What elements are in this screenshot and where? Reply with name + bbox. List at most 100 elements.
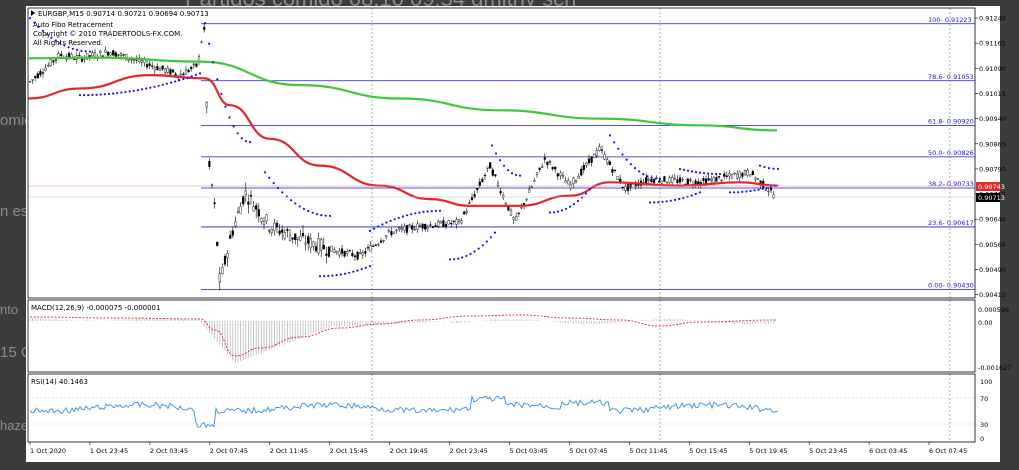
candle-body [652, 179, 656, 184]
sar-dot [690, 170, 694, 173]
sar-dot [141, 88, 144, 91]
candle-body [242, 195, 245, 205]
sar-dot [718, 172, 722, 176]
symbol-arrow-icon [31, 10, 35, 16]
sar-dot [673, 198, 677, 201]
sar-dot [698, 191, 702, 194]
sar-dot [169, 81, 173, 84]
sar-dot [91, 93, 94, 96]
candle-body [255, 205, 258, 210]
sar-dot [572, 203, 576, 206]
candle-body [372, 245, 375, 247]
candle-body [613, 169, 617, 171]
candle-body [340, 248, 344, 254]
sar-dot [556, 210, 560, 213]
sar-dot [232, 125, 235, 128]
price-tick: 0.91165 [979, 40, 1006, 48]
time-tick: 2 Oct 03:45 [150, 447, 188, 455]
chart-window[interactable] [26, 6, 1000, 462]
sar-dot [368, 229, 372, 232]
candle-body [520, 207, 523, 209]
candle-body [512, 217, 515, 220]
candle-body [736, 173, 739, 179]
sar-dot [112, 92, 115, 95]
candle-body [226, 253, 229, 259]
candle-body [268, 230, 271, 232]
sar-dot [658, 177, 662, 181]
candle-body [668, 177, 671, 183]
candle-body [273, 222, 276, 231]
candle-body [439, 221, 442, 224]
candle-body [52, 60, 55, 63]
sar-dot [132, 89, 135, 92]
candle-body [481, 178, 484, 183]
sar-dot [397, 216, 400, 219]
candle-body [104, 49, 107, 53]
sar-dot [46, 33, 49, 36]
candle-body [702, 177, 705, 181]
candle-body [730, 174, 734, 179]
candle-body [437, 220, 440, 227]
sar-dot [548, 211, 552, 214]
candle-body [530, 186, 533, 188]
candle-body [598, 146, 601, 151]
slow-moving-average [27, 56, 778, 132]
rsi-tick: 100 [980, 378, 992, 386]
candle-body [756, 178, 760, 180]
sar-dot [136, 89, 139, 92]
candle-body [356, 252, 359, 260]
time-tick: 6 Oct 07:45 [929, 447, 967, 455]
rsi-tick: 0 [980, 435, 984, 443]
time-tick: 5 Oct 07:45 [569, 447, 607, 455]
sar-dot [178, 79, 181, 82]
sar-dot [654, 177, 657, 180]
time-tick: 1 Oct 2020 [30, 447, 66, 455]
candle-body [122, 54, 125, 56]
time-tick: 1 Oct 23:45 [90, 447, 128, 455]
fibo-level-label: 100- 0.91223 [928, 16, 972, 24]
sar-dot [149, 86, 152, 89]
candle-body [210, 184, 214, 186]
candle-body [119, 53, 123, 56]
candle-body [179, 74, 182, 76]
sar-dot [194, 73, 197, 76]
fast-moving-average [27, 73, 779, 207]
sar-dot [749, 189, 752, 193]
sar-dot [506, 169, 510, 172]
sar-dot [328, 214, 332, 217]
sar-dot [769, 185, 773, 188]
candle-body [408, 224, 411, 226]
candle-body [28, 81, 32, 83]
candle-body [450, 223, 453, 225]
sar-dot [41, 29, 45, 32]
candle-body [216, 241, 219, 246]
candle-body [322, 245, 325, 250]
candle-body [164, 68, 167, 73]
candle-body [489, 162, 492, 169]
sar-dot [686, 169, 690, 172]
sar-dot [356, 269, 359, 272]
candle-body [195, 63, 198, 67]
candle-body [299, 236, 302, 241]
candle-body [109, 52, 112, 56]
candle-body [304, 242, 307, 245]
sar-dot [198, 72, 202, 75]
time-tick: 2 Oct 07:45 [210, 447, 248, 455]
candle-body [34, 76, 37, 78]
time-tick: 2 Oct 19:45 [390, 447, 428, 455]
price-axis: 0.91240 0.91165 0.91090 0.91015 0.90940 0.908… [975, 15, 1006, 299]
candle-body [681, 179, 684, 181]
fibo-level-label: 61.8- 0.90920 [928, 117, 974, 125]
sar-dot [268, 176, 271, 179]
candle-body [717, 176, 721, 178]
candle-body [359, 252, 362, 254]
candle-body [483, 174, 487, 177]
candle-body [208, 161, 211, 167]
sar-dot [320, 214, 323, 217]
candle-body [465, 210, 468, 213]
macd-tick: -0.001627 [978, 364, 1011, 372]
candle-body [593, 153, 596, 159]
candle-body [148, 63, 151, 66]
sar-dot [646, 175, 649, 178]
